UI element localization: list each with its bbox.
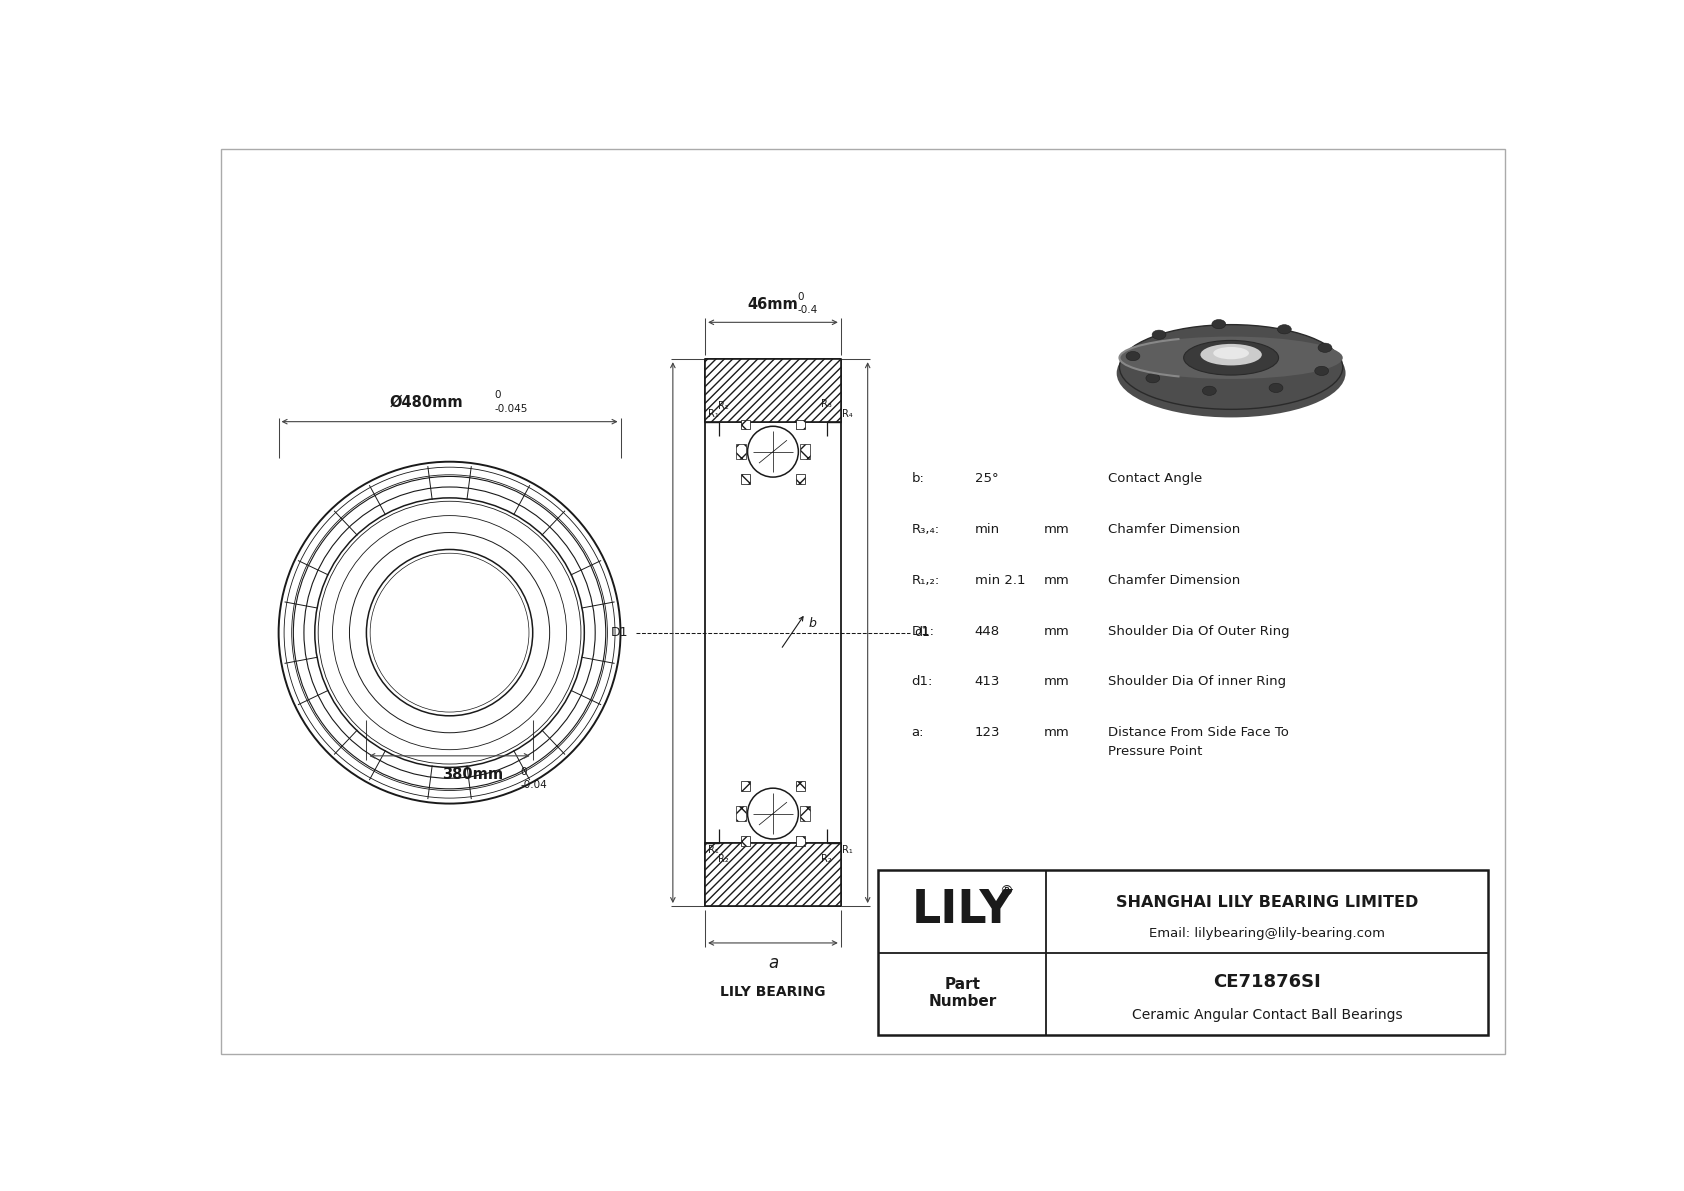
Text: 380mm: 380mm: [443, 767, 504, 781]
Ellipse shape: [1212, 347, 1250, 360]
Text: min 2.1: min 2.1: [975, 574, 1026, 587]
Text: R₁: R₁: [709, 846, 719, 855]
Text: R₃,₄:: R₃,₄:: [911, 523, 940, 536]
Text: 0: 0: [493, 391, 500, 400]
Circle shape: [748, 788, 798, 838]
Text: 448: 448: [975, 624, 1000, 637]
Text: Chamfer Dimension: Chamfer Dimension: [1108, 574, 1239, 587]
Text: R₂: R₂: [717, 854, 727, 865]
Text: mm: mm: [1044, 574, 1069, 587]
Text: R₂: R₂: [820, 854, 832, 865]
Text: min: min: [975, 523, 1000, 536]
Text: mm: mm: [1044, 624, 1069, 637]
Text: 25°: 25°: [975, 472, 999, 485]
Text: Chamfer Dimension: Chamfer Dimension: [1108, 523, 1239, 536]
Ellipse shape: [1319, 343, 1332, 353]
Bar: [706, 843, 840, 906]
Text: 0: 0: [520, 767, 527, 777]
Ellipse shape: [1120, 337, 1342, 379]
Bar: [795, 474, 805, 484]
Bar: [879, 869, 1489, 1035]
Bar: [736, 444, 746, 460]
Bar: [800, 444, 810, 460]
Text: R₁,₂:: R₁,₂:: [911, 574, 940, 587]
Text: a: a: [768, 954, 778, 972]
Text: R₁: R₁: [842, 846, 854, 855]
Bar: [795, 781, 805, 791]
Ellipse shape: [1315, 367, 1329, 375]
Bar: [795, 836, 805, 846]
Text: R₂: R₂: [717, 401, 727, 411]
Bar: [795, 419, 805, 429]
Ellipse shape: [1212, 319, 1226, 329]
Ellipse shape: [1120, 325, 1342, 410]
Text: 0: 0: [798, 292, 803, 303]
Ellipse shape: [1278, 325, 1292, 333]
Text: Email: lilybearing@lily-bearing.com: Email: lilybearing@lily-bearing.com: [1148, 927, 1386, 940]
Text: ®: ®: [999, 885, 1014, 899]
Text: 413: 413: [975, 675, 1000, 688]
Ellipse shape: [1127, 351, 1140, 361]
Text: -0.045: -0.045: [493, 404, 527, 414]
Text: R₄: R₄: [842, 410, 854, 419]
Text: b: b: [808, 617, 817, 630]
Ellipse shape: [1270, 384, 1283, 393]
Text: Contact Angle: Contact Angle: [1108, 472, 1202, 485]
Bar: [741, 781, 751, 791]
Text: LILY BEARING: LILY BEARING: [721, 985, 825, 999]
Text: D1:: D1:: [911, 624, 935, 637]
Bar: [741, 474, 751, 484]
Bar: [741, 419, 751, 429]
Text: Part
Number: Part Number: [928, 977, 997, 1009]
Text: 123: 123: [975, 727, 1000, 740]
Ellipse shape: [1184, 341, 1278, 375]
Bar: [800, 806, 810, 822]
Ellipse shape: [1202, 386, 1216, 395]
Bar: [706, 360, 840, 423]
Text: SHANGHAI LILY BEARING LIMITED: SHANGHAI LILY BEARING LIMITED: [1116, 894, 1418, 910]
Text: a:: a:: [911, 727, 925, 740]
Text: mm: mm: [1044, 675, 1069, 688]
Text: mm: mm: [1044, 727, 1069, 740]
Text: 46mm: 46mm: [748, 297, 798, 312]
Text: LILY: LILY: [911, 887, 1014, 933]
Ellipse shape: [1116, 329, 1346, 417]
Ellipse shape: [1201, 344, 1261, 366]
Text: Ceramic Angular Contact Ball Bearings: Ceramic Angular Contact Ball Bearings: [1132, 1009, 1403, 1023]
Text: Distance From Side Face To: Distance From Side Face To: [1108, 727, 1288, 740]
Text: b:: b:: [911, 472, 925, 485]
Text: d1:: d1:: [911, 675, 933, 688]
Bar: [741, 836, 751, 846]
Text: Shoulder Dia Of Outer Ring: Shoulder Dia Of Outer Ring: [1108, 624, 1290, 637]
Text: Pressure Point: Pressure Point: [1108, 744, 1202, 757]
Text: Shoulder Dia Of inner Ring: Shoulder Dia Of inner Ring: [1108, 675, 1287, 688]
Bar: [736, 806, 746, 822]
Text: -0.4: -0.4: [798, 305, 818, 314]
Text: R₁: R₁: [709, 410, 719, 419]
Text: CE71876SI: CE71876SI: [1214, 973, 1322, 991]
Text: Ø480mm: Ø480mm: [389, 394, 463, 410]
Ellipse shape: [1145, 374, 1160, 382]
Circle shape: [748, 426, 798, 478]
Text: mm: mm: [1044, 523, 1069, 536]
Text: d1: d1: [914, 626, 930, 640]
Text: R₃: R₃: [820, 399, 832, 409]
Text: D1: D1: [611, 626, 628, 640]
Text: -0.04: -0.04: [520, 780, 547, 791]
Ellipse shape: [1152, 330, 1165, 339]
